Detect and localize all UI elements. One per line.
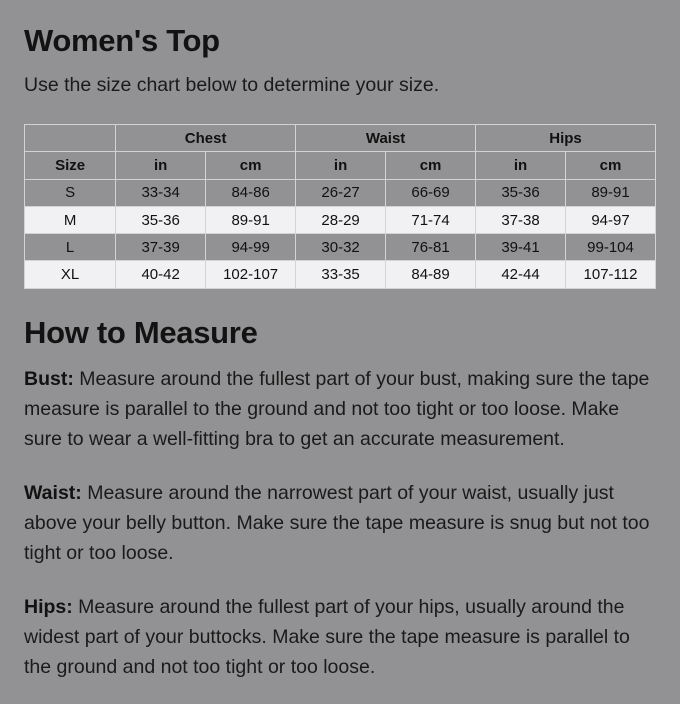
value-cell: 35-36 [115,205,207,235]
value-cell: 76-81 [385,233,477,262]
value-cell: 102-107 [205,260,297,289]
hips-label: Hips: [24,595,73,618]
waist-label: Waist: [24,481,82,504]
how-to-measure-title: How to Measure [24,314,258,350]
table-row-m: M 35-36 89-91 28-29 71-74 37-38 94-97 [23,205,656,235]
column-header-row: Size in cm in cm in cm [23,151,656,180]
size-chart-table: Chest Waist Hips Size in cm in cm in cm … [23,123,656,289]
value-cell: 33-35 [295,260,387,289]
table-row-xl: XL 40-42 102-107 33-35 84-89 42-44 107-1… [23,260,656,289]
hips-text: Measure around the fullest part of your … [24,595,630,678]
value-cell: 94-99 [205,233,297,262]
table-row-l: L 37-39 94-99 30-32 76-81 39-41 99-104 [23,233,656,262]
measure-waist-paragraph: Waist: Measure around the narrowest part… [24,478,656,568]
value-cell: 37-38 [475,205,567,235]
value-cell: 71-74 [385,205,477,235]
group-header-chest: Chest [115,123,297,153]
bust-label: Bust: [24,367,74,390]
size-cell: L [23,233,117,262]
size-guide-page: Women's Top Use the size chart below to … [23,23,656,682]
value-cell: 33-34 [115,178,207,207]
waist-text: Measure around the narrowest part of you… [24,481,650,564]
column-header-hips-in: in [475,151,567,180]
measure-bust-paragraph: Bust: Measure around the fullest part of… [24,364,656,454]
table-row-s: S 33-34 84-86 26-27 66-69 35-36 89-91 [23,178,656,207]
bust-text: Measure around the fullest part of your … [24,367,650,450]
value-cell: 84-86 [205,178,297,207]
value-cell: 99-104 [565,233,656,262]
group-header-row: Chest Waist Hips [23,123,656,153]
measure-hips-paragraph: Hips: Measure around the fullest part of… [24,592,656,682]
column-header-waist-in: in [295,151,387,180]
value-cell: 37-39 [115,233,207,262]
value-cell: 84-89 [385,260,477,289]
corner-empty-cell [23,123,117,153]
size-cell: XL [23,260,117,289]
value-cell: 28-29 [295,205,387,235]
size-cell: S [23,178,117,207]
page-subtitle: Use the size chart below to determine yo… [24,74,440,96]
column-header-hips-cm: cm [565,151,656,180]
value-cell: 42-44 [475,260,567,289]
column-header-waist-cm: cm [385,151,477,180]
value-cell: 89-91 [205,205,297,235]
column-header-chest-cm: cm [205,151,297,180]
column-header-chest-in: in [115,151,207,180]
value-cell: 35-36 [475,178,567,207]
value-cell: 26-27 [295,178,387,207]
column-header-size: Size [23,151,117,180]
value-cell: 66-69 [385,178,477,207]
value-cell: 30-32 [295,233,387,262]
group-header-waist: Waist [295,123,477,153]
value-cell: 89-91 [565,178,656,207]
value-cell: 107-112 [565,260,656,289]
value-cell: 39-41 [475,233,567,262]
group-header-hips: Hips [475,123,656,153]
value-cell: 40-42 [115,260,207,289]
size-cell: M [23,205,117,235]
value-cell: 94-97 [565,205,656,235]
page-title: Women's Top [24,23,220,58]
